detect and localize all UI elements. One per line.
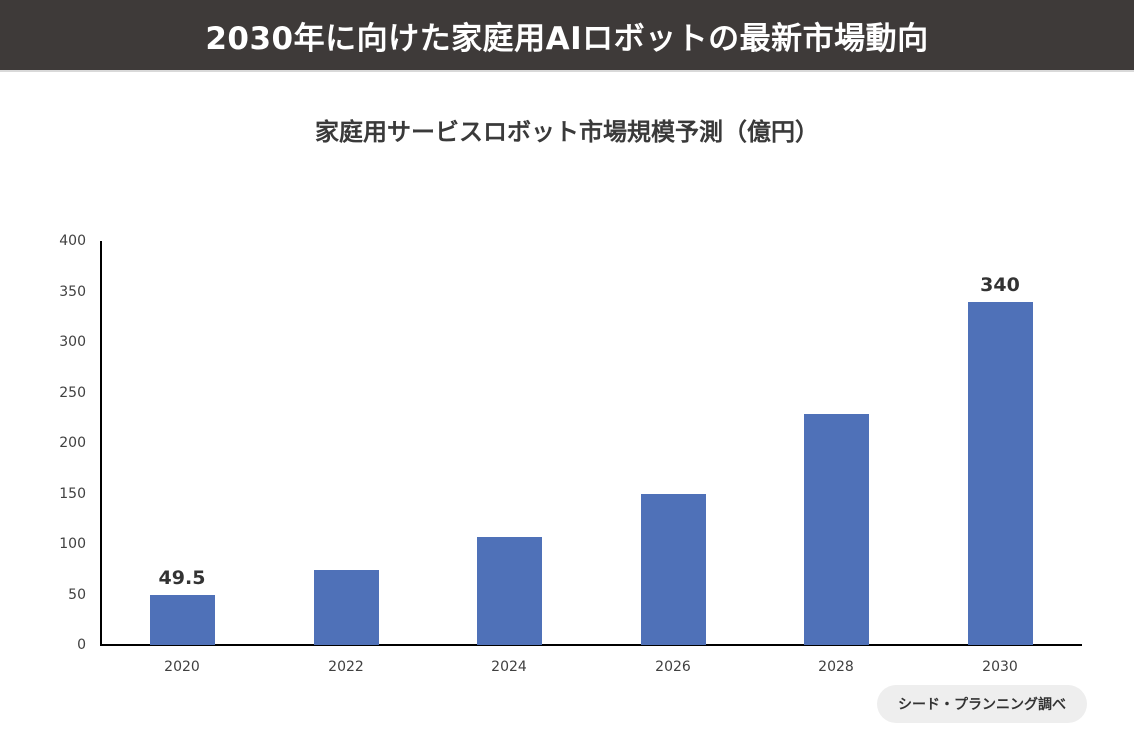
source-text: シード・プランニング調べ (898, 697, 1066, 713)
data-label-2030: 340 (980, 273, 1020, 296)
data-label-2020: 49.5 (158, 567, 206, 589)
x-tick-label: 2024 (491, 659, 527, 675)
y-tick-label: 400 (59, 233, 86, 249)
bar-2024 (476, 536, 542, 645)
y-axis-line (100, 241, 102, 646)
x-tick-label: 2020 (164, 659, 200, 675)
y-tick-label: 0 (77, 637, 86, 653)
y-tick-label: 200 (59, 435, 86, 451)
page-header: 2030年に向けた家庭用AIロボットの最新市場動向 (0, 0, 1134, 70)
header-divider (0, 70, 1134, 72)
bar-2022 (313, 570, 379, 645)
y-tick-label: 100 (59, 536, 86, 552)
y-tick-label: 300 (59, 334, 86, 350)
x-tick-label: 2026 (655, 659, 691, 675)
y-tick-label: 250 (59, 384, 86, 401)
x-tick-label: 2028 (818, 659, 854, 675)
page-title: 2030年に向けた家庭用AIロボットの最新市場動向 (205, 20, 929, 57)
bar-2026 (640, 493, 706, 645)
y-tick-label: 150 (59, 485, 86, 502)
bar-2020 (149, 595, 215, 645)
x-tick-label: 2030 (982, 659, 1018, 675)
bar-2028 (803, 413, 869, 645)
y-tick-label: 50 (68, 586, 86, 603)
source-badge: シード・プランニング調べ (877, 685, 1087, 723)
bar-2030 (967, 301, 1033, 645)
x-axis-line (100, 644, 1082, 646)
x-tick-label: 2022 (328, 659, 364, 675)
chart-title: 家庭用サービスロボット市場規模予測（億円） (315, 118, 819, 146)
y-tick-label: 350 (59, 283, 86, 300)
